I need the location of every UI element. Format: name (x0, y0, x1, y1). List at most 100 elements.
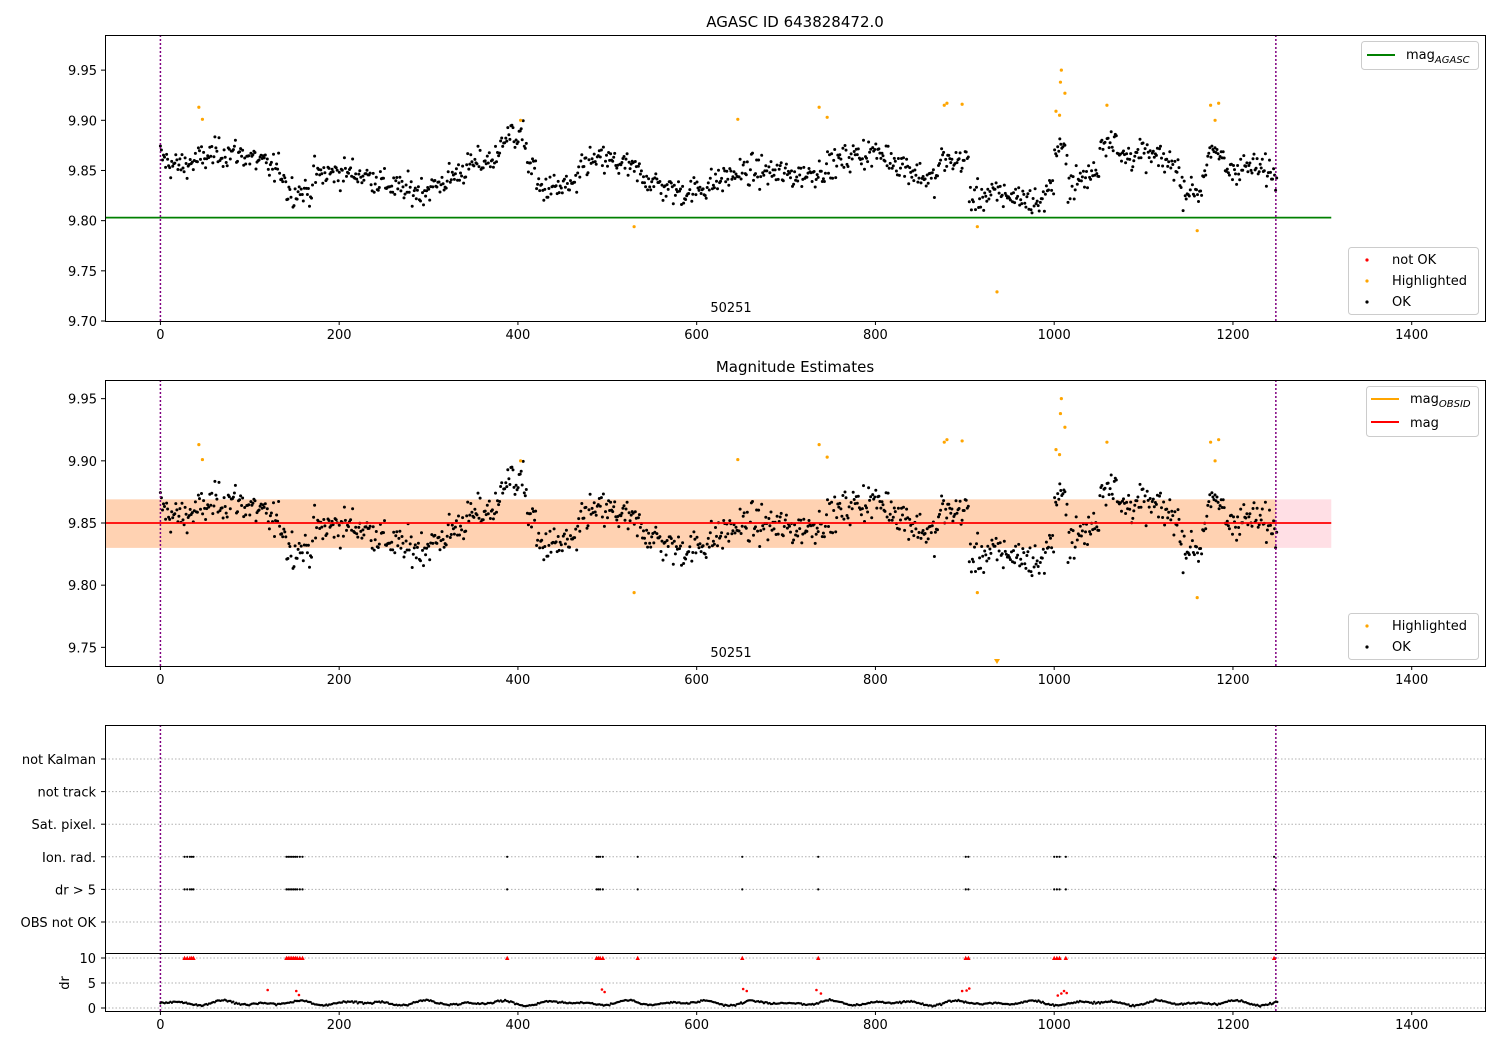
ok-point (1034, 562, 1038, 566)
ok-point (971, 200, 975, 204)
ok-point (912, 179, 916, 183)
ok-point (392, 530, 396, 534)
dr-tick-label: 0 (88, 1002, 96, 1017)
ok-point (1017, 186, 1021, 190)
ok-point (467, 519, 471, 523)
ok-point (1167, 510, 1171, 514)
ok-point (732, 170, 736, 174)
ok-point (398, 175, 402, 179)
ok-point (217, 136, 221, 140)
ok-point (711, 539, 715, 543)
ok-point (724, 180, 728, 184)
ok-point (831, 176, 835, 180)
ok-point (1204, 173, 1208, 177)
ok-point (739, 177, 743, 181)
ok-point (1168, 498, 1172, 502)
ok-point (988, 190, 992, 193)
ok-point (1020, 562, 1024, 566)
ok-point (1180, 529, 1184, 533)
ok-point (1095, 525, 1099, 529)
dr-not-ok-point (967, 987, 971, 990)
flag-point (301, 855, 304, 858)
ok-point (594, 162, 598, 166)
ok-point (308, 204, 311, 208)
ok-point (840, 514, 844, 518)
ok-point (336, 534, 340, 538)
ok-point (1213, 493, 1217, 497)
ok-point (856, 147, 860, 151)
highlighted-point (1057, 113, 1062, 117)
ok-point (531, 507, 534, 511)
ok-point (266, 167, 270, 171)
ok-point (531, 157, 534, 161)
ok-point (918, 512, 922, 516)
ok-point (822, 180, 826, 183)
ok-point (626, 527, 630, 531)
ok-point (365, 168, 369, 172)
ok-point (847, 505, 851, 509)
ok-point (1093, 527, 1097, 531)
legend-not-ok: not OK (1392, 253, 1437, 268)
ok-point (292, 204, 296, 208)
ok-point (949, 511, 953, 515)
ok-point (1215, 495, 1219, 499)
ok-point (175, 508, 179, 512)
ok-point (1049, 536, 1052, 540)
ok-point (871, 146, 875, 150)
ok-point (395, 530, 399, 534)
ok-point (1256, 525, 1260, 529)
flag-point (967, 888, 970, 891)
ok-point (1012, 549, 1015, 553)
ok-point (728, 167, 732, 171)
ok-point (1084, 176, 1087, 180)
ok-point (950, 507, 954, 511)
ok-point (849, 501, 853, 504)
ok-point (1259, 518, 1263, 522)
ok-point (1195, 188, 1198, 192)
ok-point (1036, 565, 1040, 568)
ok-point (846, 165, 850, 168)
ok-point (414, 556, 418, 560)
ok-point (382, 531, 385, 535)
ok-point (1244, 516, 1248, 520)
ok-point (1221, 150, 1225, 154)
ok-point (967, 200, 971, 204)
ok-point (565, 537, 569, 541)
ok-point (628, 519, 632, 523)
ok-point (1173, 510, 1177, 514)
ok-point (562, 177, 566, 181)
ok-point (688, 545, 692, 549)
ok-point (1101, 495, 1105, 499)
ok-point (1110, 492, 1114, 496)
ok-point (687, 192, 691, 195)
ok-point (800, 541, 804, 545)
ok-point (722, 166, 726, 170)
ok-point (727, 183, 731, 187)
ok-point (673, 552, 677, 556)
ok-point (1202, 175, 1206, 179)
ok-point (1034, 202, 1038, 206)
ok-point (1056, 145, 1060, 149)
ok-point (682, 201, 686, 205)
ok-point (731, 175, 735, 179)
ok-point (840, 163, 844, 167)
ok-point (1235, 182, 1239, 186)
ok-point (210, 491, 214, 495)
ok-point (410, 566, 414, 569)
ok-point (1041, 547, 1045, 551)
ok-point (284, 535, 288, 539)
ok-point (1148, 497, 1152, 500)
ok-point (161, 158, 164, 162)
ok-point (1257, 523, 1261, 527)
ok-point (201, 161, 205, 165)
ok-point (225, 515, 229, 519)
ok-point (1033, 544, 1037, 548)
flag-point (292, 888, 295, 891)
ok-point (744, 526, 748, 530)
highlighted-point (1217, 438, 1221, 442)
ok-point (513, 492, 517, 496)
ok-point (643, 536, 646, 540)
ok-point (1083, 542, 1086, 546)
ok-point (1032, 565, 1036, 569)
